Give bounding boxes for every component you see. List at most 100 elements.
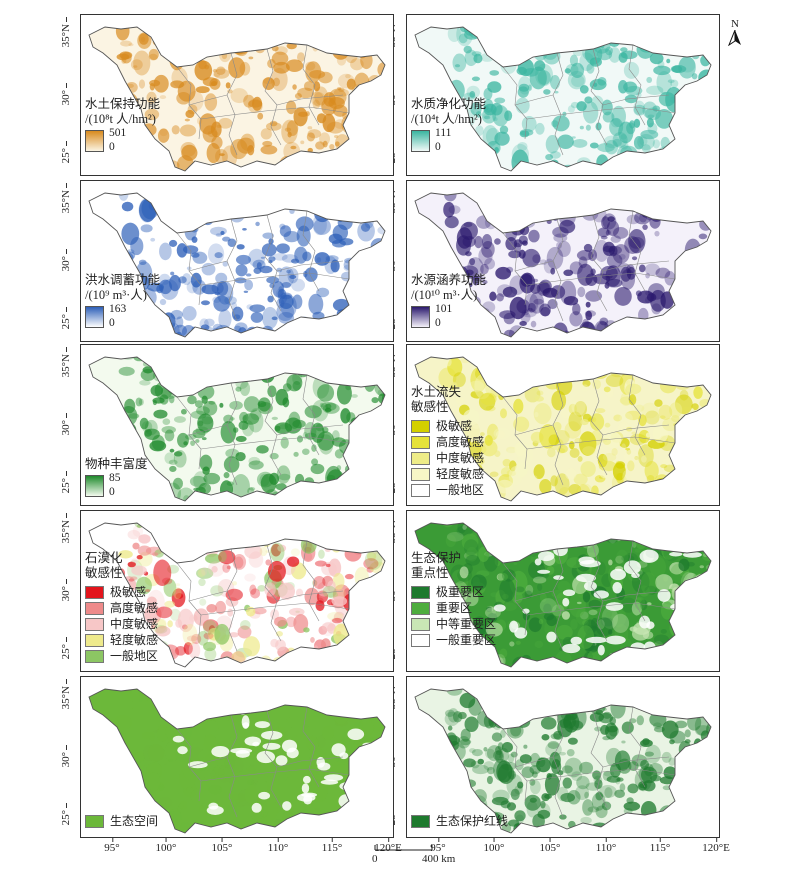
legend-class: 高度敏感 bbox=[85, 600, 158, 616]
legend-soil-erosion-sensitivity: 水土流失 敏感性 极敏感 高度敏感 中度敏感 轻度敏感 一般地区 bbox=[411, 385, 484, 498]
legend-class: 生态空间 bbox=[85, 813, 158, 829]
legend-color-ramp bbox=[411, 306, 430, 328]
legend-color-ramp bbox=[411, 130, 430, 152]
latitude-tick-label: 35°N bbox=[60, 183, 72, 224]
legend-min: 0 bbox=[109, 486, 115, 498]
legend-rocky-desertification-sensitivity: 石漠化 敏感性 极敏感 高度敏感 中度敏感 轻度敏感 一般地区 bbox=[85, 551, 158, 664]
legend-class-label: 轻度敏感 bbox=[436, 467, 485, 481]
legend-title: 水土流失 bbox=[411, 385, 462, 399]
longitude-tick-label: 95° bbox=[104, 837, 120, 854]
legend-title: 洪水调蓄功能 bbox=[85, 273, 161, 287]
legend-swatch bbox=[411, 617, 430, 631]
legend-swatch bbox=[85, 814, 104, 828]
legend-unit: /(10⁸t 人/hm²) bbox=[85, 112, 156, 126]
map-panel-water-purification: 水质净化功能/(10⁴t 人/hm²) 111 0 bbox=[406, 14, 720, 176]
legend-class-label: 一般地区 bbox=[110, 649, 159, 663]
basin-fill bbox=[415, 27, 711, 171]
legend-swatch bbox=[411, 419, 430, 433]
legend-swatch bbox=[411, 451, 430, 465]
scale-bar-line bbox=[374, 845, 433, 851]
map-panel-ecological-redline: 生态保护红线 bbox=[406, 676, 720, 838]
longitude-tick-label: 120°E bbox=[374, 837, 402, 854]
basin-outline bbox=[88, 688, 386, 834]
latitude-tick-label: 35°N bbox=[60, 679, 72, 720]
legend-swatch bbox=[411, 814, 430, 828]
legend-unit: /(10¹⁰ m³·人) bbox=[411, 288, 478, 302]
basin-map bbox=[88, 192, 386, 338]
legend-max: 163 bbox=[109, 303, 127, 315]
legend-class-label: 重要区 bbox=[436, 601, 473, 615]
legend-swatch bbox=[411, 435, 430, 449]
legend-swatch bbox=[411, 585, 430, 599]
longitude-tick-label: 110° bbox=[268, 837, 288, 854]
latitude-tick-label: 35°N bbox=[60, 513, 72, 554]
legend-color-ramp bbox=[85, 306, 104, 328]
legend-ecological-importance: 生态保护 重点性 极重要区 重要区 中等重要区 一般重要区 bbox=[411, 551, 496, 648]
basin-map bbox=[414, 522, 712, 668]
longitude-tick-label: 100° bbox=[156, 837, 176, 854]
legend-title: 水源涵养功能 bbox=[411, 273, 487, 287]
latitude-tick-label: 25° bbox=[60, 803, 72, 844]
legend-title-line2: 敏感性 bbox=[85, 566, 123, 580]
latitude-tick-label: 30° bbox=[60, 745, 72, 786]
legend-class-label: 极敏感 bbox=[436, 419, 473, 433]
legend-class-label: 极重要区 bbox=[436, 585, 485, 599]
legend-class-label: 一般重要区 bbox=[436, 633, 497, 647]
legend-color-ramp bbox=[85, 130, 104, 152]
north-arrow: N bbox=[727, 18, 742, 49]
basin-outline bbox=[414, 356, 712, 502]
legend-swatch bbox=[411, 633, 430, 647]
legend-swatch bbox=[411, 601, 430, 615]
legend-class: 一般重要区 bbox=[411, 632, 496, 648]
legend-class-label: 中度敏感 bbox=[110, 617, 159, 631]
longitude-tick-label: 105° bbox=[540, 837, 560, 854]
legend-class: 中等重要区 bbox=[411, 616, 496, 632]
legend-max: 101 bbox=[435, 303, 453, 315]
longitude-tick-label: 115° bbox=[650, 837, 670, 854]
legend-class: 中度敏感 bbox=[85, 616, 158, 632]
legend-ecological-space: 生态空间 bbox=[85, 813, 158, 829]
legend-title: 石漠化 bbox=[85, 551, 123, 565]
latitude-tick-label: 35°N bbox=[60, 17, 72, 58]
latitude-tick-label: 30° bbox=[60, 83, 72, 124]
north-label: N bbox=[731, 18, 739, 30]
legend-title-line2: 敏感性 bbox=[411, 400, 449, 414]
legend-class: 极重要区 bbox=[411, 584, 496, 600]
legend-swatch bbox=[85, 585, 104, 599]
scale-zero: 0 bbox=[372, 853, 378, 865]
basin-outline bbox=[414, 688, 712, 834]
legend-color-ramp bbox=[85, 475, 104, 497]
legend-max: 85 bbox=[109, 472, 121, 484]
map-panel-soil-erosion-sensitivity: 水土流失 敏感性 极敏感 高度敏感 中度敏感 轻度敏感 一般地区 bbox=[406, 344, 720, 506]
longitude-tick-label: 95° bbox=[430, 837, 446, 854]
legend-title: 水土保持功能 bbox=[85, 97, 161, 111]
north-arrow-icon bbox=[727, 29, 741, 47]
basin-map bbox=[88, 522, 386, 668]
legend-title: 水质净化功能 bbox=[411, 97, 487, 111]
legend-min: 0 bbox=[435, 317, 441, 329]
legend-class-label: 轻度敏感 bbox=[110, 633, 159, 647]
legend-class-label: 高度敏感 bbox=[110, 601, 159, 615]
legend-min: 0 bbox=[435, 141, 441, 153]
legend-min: 0 bbox=[109, 141, 115, 153]
legend-class-label: 生态空间 bbox=[110, 814, 159, 828]
basin-map bbox=[88, 26, 386, 172]
legend-title: 物种丰富度 bbox=[85, 457, 148, 471]
map-panel-flood-regulation: 洪水调蓄功能/(10⁹ m³·人) 163 0 bbox=[80, 180, 394, 342]
legend-class-label: 中等重要区 bbox=[436, 617, 497, 631]
legend-flood-regulation: 洪水调蓄功能/(10⁹ m³·人) 163 0 bbox=[85, 273, 160, 330]
latitude-tick-label: 30° bbox=[60, 579, 72, 620]
legend-min: 0 bbox=[109, 317, 115, 329]
legend-class-label: 生态保护红线 bbox=[436, 814, 509, 828]
legend-unit: /(10⁴t 人/hm²) bbox=[411, 112, 482, 126]
legend-swatch bbox=[411, 483, 430, 497]
legend-unit: /(10⁹ m³·人) bbox=[85, 288, 147, 302]
legend-swatch bbox=[85, 617, 104, 631]
legend-water-conservation: 水源涵养功能/(10¹⁰ m³·人) 101 0 bbox=[411, 273, 486, 330]
legend-class: 一般地区 bbox=[85, 648, 158, 664]
latitude-tick-label: 35°N bbox=[60, 347, 72, 388]
basin-map bbox=[414, 356, 712, 502]
longitude-tick-label: 110° bbox=[596, 837, 616, 854]
basin-outline bbox=[88, 192, 386, 338]
basin-outline bbox=[414, 26, 712, 172]
